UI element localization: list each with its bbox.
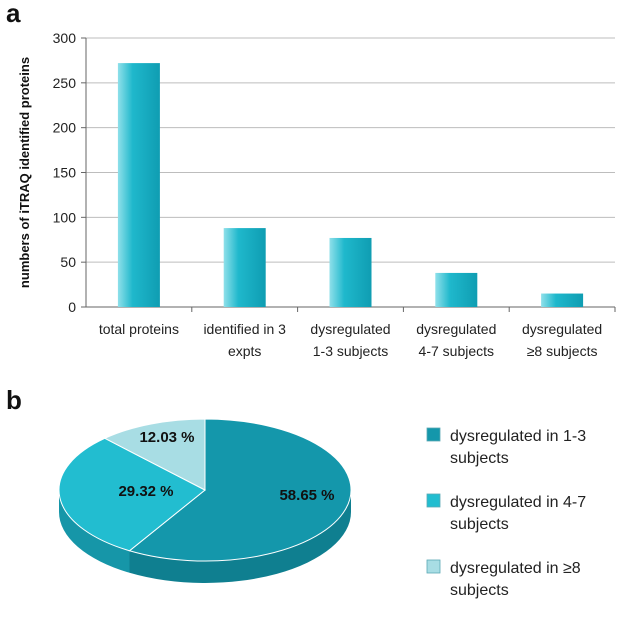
pie-slice-side	[129, 490, 351, 583]
legend-label: subjects	[450, 516, 509, 533]
pie-value-label: 58.65 %	[279, 487, 334, 504]
y-tick-label: 250	[53, 75, 77, 91]
x-tick-label: dysregulated	[522, 321, 602, 337]
y-tick-label: 50	[60, 254, 76, 270]
x-tick-label: expts	[228, 343, 261, 359]
legend-swatch	[426, 493, 441, 508]
panel-label-a: a	[6, 0, 21, 28]
x-tick-label: 1-3 subjects	[313, 343, 388, 359]
x-tick-label: 4-7 subjects	[419, 343, 494, 359]
y-tick-label: 150	[53, 165, 77, 181]
x-tick-label: ≥8 subjects	[527, 343, 598, 359]
pie-slice	[103, 418, 206, 491]
y-axis-label: numbers of iTRAQ identified proteins	[17, 57, 32, 288]
pie-slice-side	[59, 490, 130, 573]
x-tick-label: total proteins	[99, 321, 179, 337]
x-tick-label: dysregulated	[310, 321, 390, 337]
legend-swatch	[426, 427, 441, 442]
legend-label: dysregulated in 4-7	[450, 494, 586, 511]
y-tick-label: 0	[68, 299, 76, 315]
y-tick-label: 200	[53, 120, 77, 136]
x-tick-label: dysregulated	[416, 321, 496, 337]
panel-label-b: b	[6, 385, 22, 415]
y-tick-label: 300	[53, 30, 77, 46]
bar-chart: 0 50 100 150 200 250 300 total proteins identifi…	[17, 30, 616, 359]
legend-label: subjects	[450, 582, 509, 599]
pie-slice	[58, 437, 206, 552]
bar	[435, 272, 478, 307]
x-tick-label: identified in 3	[203, 321, 286, 337]
bar	[541, 293, 584, 307]
legend-label: subjects	[450, 450, 509, 467]
y-tick-label: 100	[53, 209, 77, 225]
bar	[329, 237, 372, 307]
legend-label: dysregulated in 1-3	[450, 428, 586, 445]
bar	[117, 63, 160, 308]
pie-value-label: 29.32 %	[118, 483, 173, 500]
legend-label: dysregulated in ≥8	[450, 560, 581, 577]
pie-value-label: 12.03 %	[139, 429, 194, 446]
pie-slice	[128, 418, 352, 562]
bar	[223, 228, 266, 307]
legend-swatch	[426, 559, 441, 574]
